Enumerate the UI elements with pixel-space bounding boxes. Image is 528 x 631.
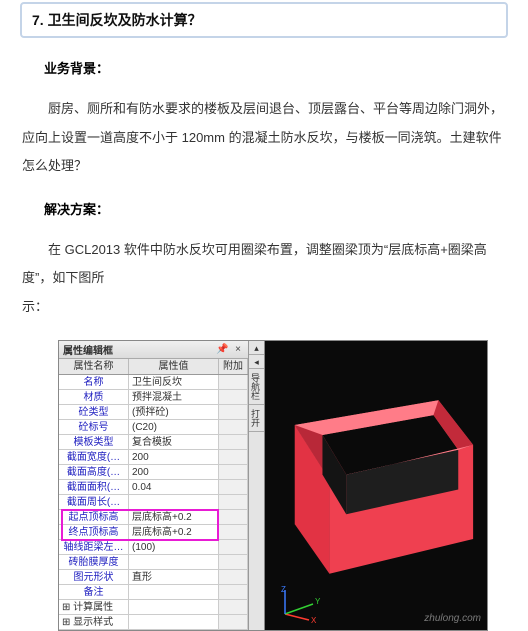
property-name: 材质 [59,390,129,404]
paragraph-solution-a: 在 GCL2013 软件中防水反坎可用圈梁布置，调整圈梁顶为“层底标高+圈梁高度… [22,236,506,293]
property-name: 模板类型 [59,435,129,449]
property-value[interactable]: 层底标高+0.2 [129,510,219,524]
property-row[interactable]: 截面周长(… [59,495,248,510]
property-row[interactable]: 终点顶标高层底标高+0.2 [59,525,248,540]
property-row[interactable]: 截面面积(…0.04 [59,480,248,495]
pin-icon[interactable]: 📌 [216,344,228,355]
property-add-cell[interactable] [219,420,248,434]
property-add-cell[interactable] [219,375,248,389]
property-row[interactable]: 砼类型(预拌砼) [59,405,248,420]
property-value[interactable]: 0.04 [129,480,219,494]
property-name: 终点顶标高 [59,525,129,539]
property-add-cell[interactable] [219,405,248,419]
property-name: ⊞ 显示样式 [59,615,129,629]
property-name: 图元形状 [59,570,129,584]
property-name: 名称 [59,375,129,389]
properties-header-row: 属性名称 属性值 附加 [59,359,248,375]
property-name: 截面宽度(… [59,450,129,464]
header-col-name: 属性名称 [59,359,129,374]
header-col-add: 附加 [219,359,248,374]
figure-screenshot: 属性编辑框 📌 × 属性名称 属性值 附加 名称卫生间反坎材质预拌混凝土砼类型(… [58,340,488,631]
properties-titlebar: 属性编辑框 📌 × [59,341,248,359]
property-value[interactable]: 卫生间反坎 [129,375,219,389]
question-title: 7. 卫生间反坎及防水计算？ [32,12,202,28]
model-viewport[interactable]: ▴ ◂ 导航栏 打开 X Y Z [249,341,487,630]
property-row[interactable]: 截面宽度(…200 [59,450,248,465]
property-value[interactable]: 200 [129,465,219,479]
property-name: 起点顶标高 [59,510,129,524]
svg-text:Y: Y [315,597,321,606]
property-name: 轴线距梁左… [59,540,129,554]
property-value[interactable] [129,585,219,599]
property-value[interactable] [129,495,219,509]
property-value[interactable]: (100) [129,540,219,554]
paragraph-context: 厨房、厕所和有防水要求的楼板及层间退台、顶层露台、平台等周边除门洞外，应向上设置… [22,95,506,181]
svg-text:X: X [311,616,317,624]
property-row[interactable]: 砼标号(C20) [59,420,248,435]
arrow-left-icon[interactable]: ◂ [249,355,264,369]
property-row[interactable]: ⊞ 显示样式 [59,615,248,630]
property-name: 砖胎膜厚度 [59,555,129,569]
property-name: 砼标号 [59,420,129,434]
property-add-cell[interactable] [219,570,248,584]
property-add-cell[interactable] [219,465,248,479]
property-name: 截面周长(… [59,495,129,509]
svg-text:Z: Z [281,585,286,594]
property-add-cell[interactable] [219,510,248,524]
property-value[interactable]: 层底标高+0.2 [129,525,219,539]
property-row[interactable]: 名称卫生间反坎 [59,375,248,390]
property-add-cell[interactable] [219,435,248,449]
property-add-cell[interactable] [219,585,248,599]
property-row[interactable]: 备注 [59,585,248,600]
property-name: 备注 [59,585,129,599]
property-value[interactable] [129,615,219,629]
properties-panel: 属性编辑框 📌 × 属性名称 属性值 附加 名称卫生间反坎材质预拌混凝土砼类型(… [59,341,249,630]
side-tab-open[interactable]: 打开 [249,405,264,432]
property-value[interactable]: (预拌砼) [129,405,219,419]
question-title-box: 7. 卫生间反坎及防水计算？ [20,2,508,38]
property-row[interactable]: ⊞ 计算属性 [59,600,248,615]
property-add-cell[interactable] [219,555,248,569]
property-add-cell[interactable] [219,615,248,629]
heading-solution: 解决方案： [44,199,528,218]
axis-gizmo-icon: X Y Z [273,584,333,624]
property-add-cell[interactable] [219,495,248,509]
property-row[interactable]: 模板类型复合模扳 [59,435,248,450]
property-value[interactable]: 200 [129,450,219,464]
arrow-up-icon[interactable]: ▴ [249,341,264,355]
property-add-cell[interactable] [219,600,248,614]
property-value[interactable]: 预拌混凝土 [129,390,219,404]
property-value[interactable]: (C20) [129,420,219,434]
property-row[interactable]: 截面高度(…200 [59,465,248,480]
property-name: 截面高度(… [59,465,129,479]
property-row[interactable]: 砖胎膜厚度 [59,555,248,570]
property-add-cell[interactable] [219,525,248,539]
property-value[interactable] [129,600,219,614]
heading-context: 业务背景： [44,58,528,77]
property-add-cell[interactable] [219,540,248,554]
property-name: ⊞ 计算属性 [59,600,129,614]
property-name: 砼类型 [59,405,129,419]
properties-rows: 名称卫生间反坎材质预拌混凝土砼类型(预拌砼)砼标号(C20)模板类型复合模扳截面… [59,375,248,630]
property-row[interactable]: 轴线距梁左…(100) [59,540,248,555]
property-row[interactable]: 起点顶标高层底标高+0.2 [59,510,248,525]
property-add-cell[interactable] [219,390,248,404]
watermark-text: zhulong.com [424,613,481,624]
side-tab-nav[interactable]: 导航栏 [249,369,264,405]
property-value[interactable] [129,555,219,569]
property-row[interactable]: 材质预拌混凝土 [59,390,248,405]
property-row[interactable]: 图元形状直形 [59,570,248,585]
property-name: 截面面积(… [59,480,129,494]
property-value[interactable]: 直形 [129,570,219,584]
paragraph-solution-b: 示： [22,293,506,322]
header-col-value: 属性值 [129,359,219,374]
property-add-cell[interactable] [219,480,248,494]
close-icon[interactable]: × [232,344,244,355]
properties-panel-title: 属性编辑框 [63,342,212,357]
property-value[interactable]: 复合模扳 [129,435,219,449]
viewport-side-tabs: ▴ ◂ 导航栏 打开 [249,341,265,630]
property-add-cell[interactable] [219,450,248,464]
